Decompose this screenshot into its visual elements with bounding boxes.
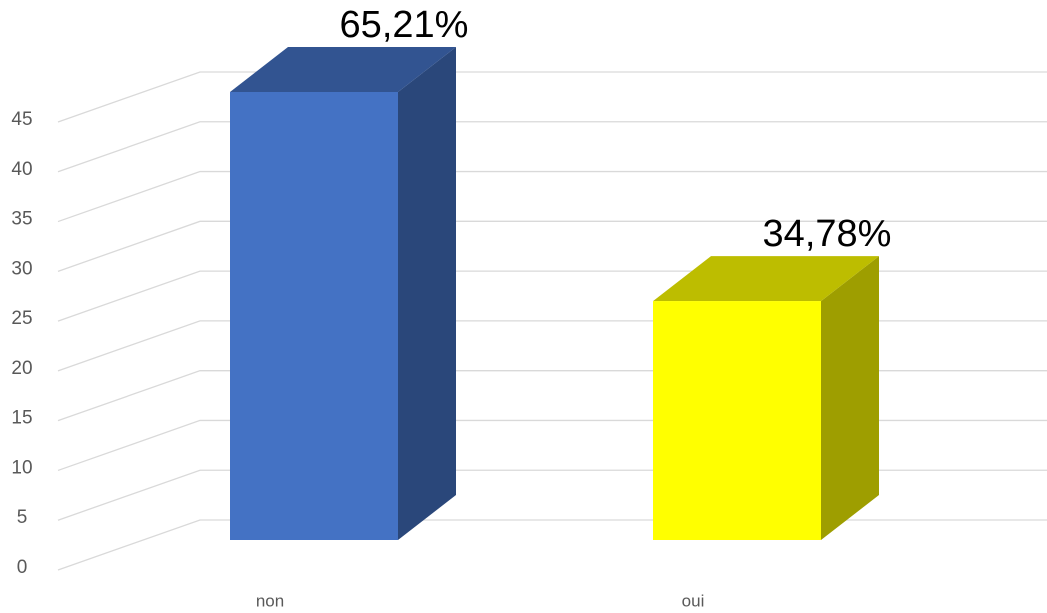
grid-line: [57, 170, 1047, 223]
grid-line: [57, 220, 1047, 272]
y-tick-label: 0: [17, 557, 28, 578]
bar-side: [821, 256, 879, 540]
value-label: 65,21%: [340, 4, 469, 46]
y-tick-label: 45: [11, 109, 32, 130]
y-tick-label: 5: [17, 507, 28, 528]
bar: [653, 301, 821, 540]
bar-top: [653, 256, 879, 302]
y-tick-label: 20: [11, 358, 32, 379]
grid-line: [57, 121, 1047, 173]
grid-line: [57, 71, 1047, 123]
x-tick-label: non: [256, 591, 284, 610]
bar-top: [230, 47, 456, 92]
bar: [230, 92, 398, 540]
y-tick-label: 25: [11, 308, 32, 329]
grid-line: [57, 419, 1047, 472]
bar-side: [398, 47, 456, 540]
y-tick-label: 15: [11, 408, 32, 429]
grid-line: [57, 469, 1047, 521]
grid-line: [57, 519, 1047, 571]
grid-line: [57, 320, 1047, 372]
y-tick-label: 40: [11, 159, 32, 180]
grid-line: [57, 370, 1047, 422]
y-tick-label: 10: [11, 457, 32, 478]
value-label: 34,78%: [763, 213, 892, 255]
x-tick-label: oui: [682, 591, 705, 610]
grid-line: [57, 270, 1047, 322]
y-tick-label: 30: [11, 258, 32, 279]
y-tick-label: 35: [11, 209, 32, 230]
